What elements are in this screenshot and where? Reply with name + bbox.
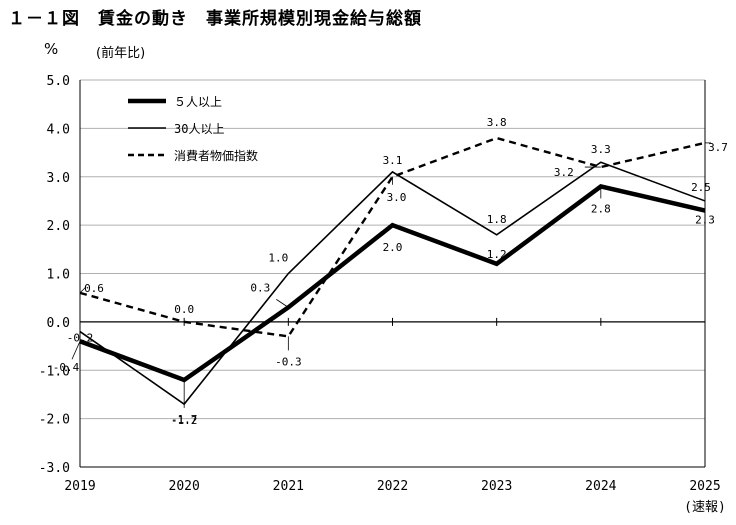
data-label: 3.2 xyxy=(554,166,574,179)
data-label: 0.6 xyxy=(84,282,104,295)
data-label: 3.1 xyxy=(383,154,403,167)
series-line-1 xyxy=(79,183,706,383)
label-leader-line xyxy=(79,331,87,336)
data-label: 2.5 xyxy=(691,181,711,194)
y-tick-label: -3.0 xyxy=(39,461,70,476)
y-tick-label: 3.0 xyxy=(47,171,70,186)
data-labels: -0.4 -1.2 0.3 2.0 1.2 2.8 2.3 -0.2 -1.7 1.0 3.1 1.8… xyxy=(53,116,728,427)
x-tick-sublabel: (速報) xyxy=(684,500,726,515)
data-label: 0.0 xyxy=(174,303,194,316)
legend-label-1: ５人以上 xyxy=(174,95,222,109)
legend-label-3: 消費者物価指数 xyxy=(174,148,258,163)
figure-title: １－１図 賃金の動き 事業所規模別現金給与総額 xyxy=(8,9,422,29)
data-label: 3.8 xyxy=(487,116,507,129)
data-label: 1.2 xyxy=(487,248,507,261)
data-label: 0.3 xyxy=(250,281,270,294)
y-tick-label: 4.0 xyxy=(47,122,70,137)
data-label: -1.7 xyxy=(171,413,198,426)
data-label: 2.0 xyxy=(383,241,403,254)
data-label: -0.3 xyxy=(275,355,302,368)
y-tick-label: 5.0 xyxy=(47,74,70,89)
data-label: 3.7 xyxy=(708,141,728,154)
x-tick-label: 2019 xyxy=(64,479,95,494)
x-tick-label: 2022 xyxy=(377,479,408,494)
data-label: 2.8 xyxy=(591,202,611,215)
data-label: 3.0 xyxy=(387,191,407,204)
label-leader-line xyxy=(276,299,289,308)
data-label: -1.2 xyxy=(171,414,198,427)
data-label: -0.4 xyxy=(53,361,80,374)
data-label: 3.3 xyxy=(591,143,611,156)
data-label: -0.2 xyxy=(67,332,94,345)
axes: 5.0 4.0 3.0 2.0 1.0 0.0 -1.0 -2.0 -3.0 2019 2020 20… xyxy=(39,74,726,515)
x-tick-label: 2024 xyxy=(585,479,616,494)
y-axis-unit-note: (前年比) xyxy=(96,46,146,61)
label-leader-line xyxy=(71,341,81,360)
y-tick-label: 2.0 xyxy=(47,219,70,234)
y-tick-label: 1.0 xyxy=(47,268,70,283)
grid-lines xyxy=(80,79,705,468)
x-tick-label: 2025 xyxy=(689,479,720,494)
label-leader-line xyxy=(79,286,87,294)
x-tick-label: 2020 xyxy=(169,479,200,494)
y-tick-label: -2.0 xyxy=(39,413,70,428)
y-axis-unit: % xyxy=(44,40,59,58)
y-tick-label: -1.0 xyxy=(39,364,70,379)
legend-label-2: 30人以上 xyxy=(174,122,224,136)
data-label: 2.3 xyxy=(695,214,715,227)
x-tick-label: 2021 xyxy=(273,479,304,494)
x-tick-label: 2023 xyxy=(481,479,512,494)
y-tick-label: 0.0 xyxy=(47,316,70,331)
series-line-3 xyxy=(79,136,706,338)
data-label: 1.0 xyxy=(268,252,288,265)
data-label: 1.8 xyxy=(487,213,507,226)
